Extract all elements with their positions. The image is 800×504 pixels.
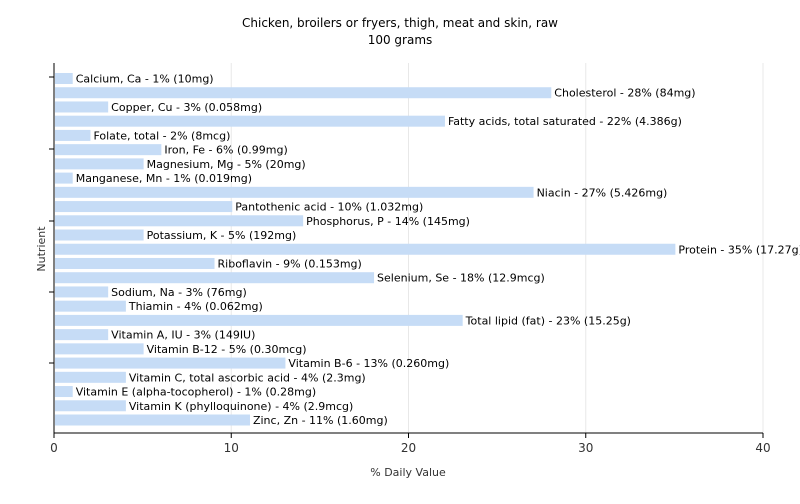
x-tick-label: 10 [224, 441, 239, 455]
data-bar [55, 186, 534, 198]
data-bar [55, 357, 286, 369]
x-tick-label: 20 [401, 441, 416, 455]
data-bar [55, 129, 91, 141]
data-bar [55, 286, 109, 298]
data-bar [55, 314, 463, 326]
bar-value-label: Potassium, K - 5% (192mg) [147, 229, 297, 242]
bar-value-label: Cholesterol - 28% (84mg) [554, 87, 695, 100]
data-bar [55, 243, 676, 255]
bar-value-label: Protein - 35% (17.27g) [678, 243, 800, 256]
bar-value-label: Niacin - 27% (5.426mg) [537, 186, 668, 199]
data-bar [55, 101, 109, 113]
data-bar [55, 87, 552, 99]
bar-value-label: Vitamin B-12 - 5% (0.30mcg) [147, 343, 307, 356]
data-bar [55, 144, 162, 156]
data-bar [55, 172, 73, 184]
x-axis-title: % Daily Value [370, 466, 446, 479]
data-bar [55, 386, 73, 398]
bar-value-label: Copper, Cu - 3% (0.058mg) [111, 101, 262, 114]
bar-value-label: Vitamin K (phylloquinone) - 4% (2.9mcg) [129, 400, 353, 413]
bar-value-label: Sodium, Na - 3% (76mg) [111, 286, 247, 299]
bar-value-label: Total lipid (fat) - 23% (15.25g) [465, 314, 631, 327]
bar-value-label: Vitamin A, IU - 3% (149IU) [111, 329, 255, 342]
data-bar [55, 414, 250, 426]
x-tick-label: 40 [755, 441, 770, 455]
data-bar [55, 257, 215, 269]
bar-value-label: Vitamin E (alpha-tocopherol) - 1% (0.28m… [76, 386, 316, 399]
data-bar [55, 272, 375, 284]
data-bar [55, 329, 109, 341]
bar-value-label: Magnesium, Mg - 5% (20mg) [147, 158, 306, 171]
bar-value-label: Fatty acids, total saturated - 22% (4.38… [448, 115, 682, 128]
bar-value-label: Thiamin - 4% (0.062mg) [128, 300, 263, 313]
x-tick-label: 30 [578, 441, 593, 455]
bar-value-label: Manganese, Mn - 1% (0.019mg) [76, 172, 252, 185]
bar-value-label: Riboflavin - 9% (0.153mg) [218, 257, 362, 270]
bar-value-label: Selenium, Se - 18% (12.9mcg) [377, 272, 545, 285]
bar-value-label: Phosphorus, P - 14% (145mg) [306, 215, 470, 228]
bar-value-label: Calcium, Ca - 1% (10mg) [76, 73, 214, 86]
data-bar [55, 300, 126, 312]
data-bar [55, 215, 304, 227]
bars-group: Calcium, Ca - 1% (10mg) Cholesterol - 28%… [55, 73, 800, 427]
data-bar [55, 371, 126, 383]
bar-value-label: Pantothenic acid - 10% (1.032mg) [235, 201, 423, 214]
bar-value-label: Zinc, Zn - 11% (1.60mg) [253, 414, 388, 427]
chart-title: Chicken, broilers or fryers, thigh, meat… [242, 16, 558, 30]
bar-value-label: Vitamin B-6 - 13% (0.260mg) [288, 357, 449, 370]
chart-subtitle: 100 grams [368, 33, 433, 47]
y-axis-title: Nutrient [35, 226, 48, 272]
data-bar [55, 343, 144, 355]
data-bar [55, 400, 126, 412]
data-bar [55, 158, 144, 170]
data-bar [55, 201, 233, 213]
data-bar [55, 115, 445, 127]
x-tick-label: 0 [50, 441, 58, 455]
bar-value-label: Iron, Fe - 6% (0.99mg) [164, 144, 287, 157]
bar-value-label: Vitamin C, total ascorbic acid - 4% (2.3… [129, 371, 366, 384]
data-bar [55, 229, 144, 241]
data-bar [55, 73, 73, 84]
bar-value-label: Folate, total - 2% (8mcg) [93, 129, 230, 142]
axes-group: 0 10 20 30 40 [49, 63, 771, 455]
